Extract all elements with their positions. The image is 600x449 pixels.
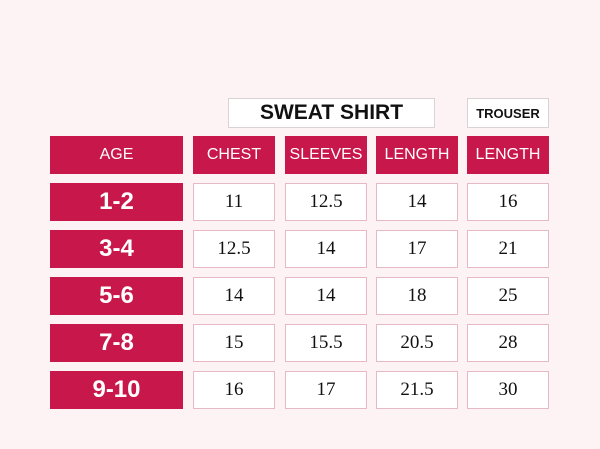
size-cell: 14 <box>285 277 367 315</box>
size-cell: 15.5 <box>285 324 367 362</box>
size-cell: 14 <box>193 277 275 315</box>
size-cell: 16 <box>193 371 275 409</box>
size-cell: 17 <box>376 230 458 268</box>
group-title: TROUSER <box>467 98 549 128</box>
size-cell: 30 <box>467 371 549 409</box>
age-cell: 3-4 <box>50 230 183 268</box>
size-cell: 28 <box>467 324 549 362</box>
size-cell: 12.5 <box>285 183 367 221</box>
group-title: SWEAT SHIRT <box>228 98 435 128</box>
size-cell: 21.5 <box>376 371 458 409</box>
size-cell: 18 <box>376 277 458 315</box>
column-header: SLEEVES <box>285 136 367 174</box>
size-cell: 20.5 <box>376 324 458 362</box>
column-header: LENGTH <box>376 136 458 174</box>
age-cell: 9-10 <box>50 371 183 409</box>
size-cell: 21 <box>467 230 549 268</box>
column-header: AGE <box>50 136 183 174</box>
size-cell: 15 <box>193 324 275 362</box>
age-cell: 7-8 <box>50 324 183 362</box>
size-cell: 25 <box>467 277 549 315</box>
column-header: LENGTH <box>467 136 549 174</box>
size-cell: 16 <box>467 183 549 221</box>
size-cell: 11 <box>193 183 275 221</box>
age-cell: 5-6 <box>50 277 183 315</box>
size-cell: 17 <box>285 371 367 409</box>
column-header: CHEST <box>193 136 275 174</box>
size-cell: 14 <box>376 183 458 221</box>
size-cell: 12.5 <box>193 230 275 268</box>
age-cell: 1-2 <box>50 183 183 221</box>
size-cell: 14 <box>285 230 367 268</box>
